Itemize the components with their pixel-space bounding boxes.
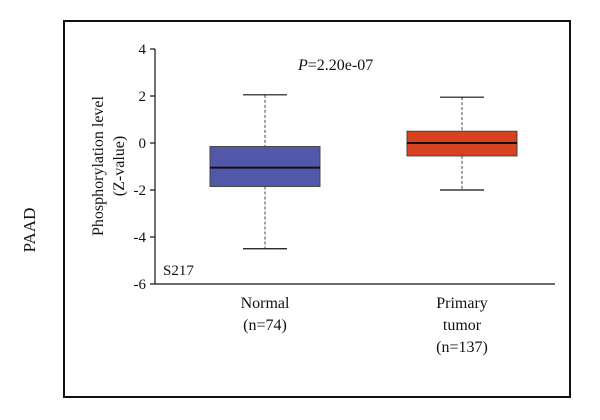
figure-frame [63,20,571,398]
y-tick-label: 2 [139,89,147,105]
y-tick-label: -6 [134,277,147,293]
x-category-label: Primary [436,295,488,312]
y-tick-label: -4 [134,230,147,246]
x-category-label: tumor [443,317,482,334]
site-label: S217 [163,263,194,279]
box [209,146,321,187]
p-value-annotation: P=2.20e-07 [297,57,373,74]
x-category-label: Normal [241,295,290,312]
y-tick-label: 4 [139,42,147,58]
y-axis-label: Phosphorylation level [90,95,107,236]
y-tick-label: 0 [139,136,147,152]
y-axis-label-line2: (Z-value) [111,136,128,196]
x-category-label: (n=137) [436,339,488,356]
y-tick-label: -2 [134,183,147,199]
x-category-label: (n=74) [243,317,287,334]
